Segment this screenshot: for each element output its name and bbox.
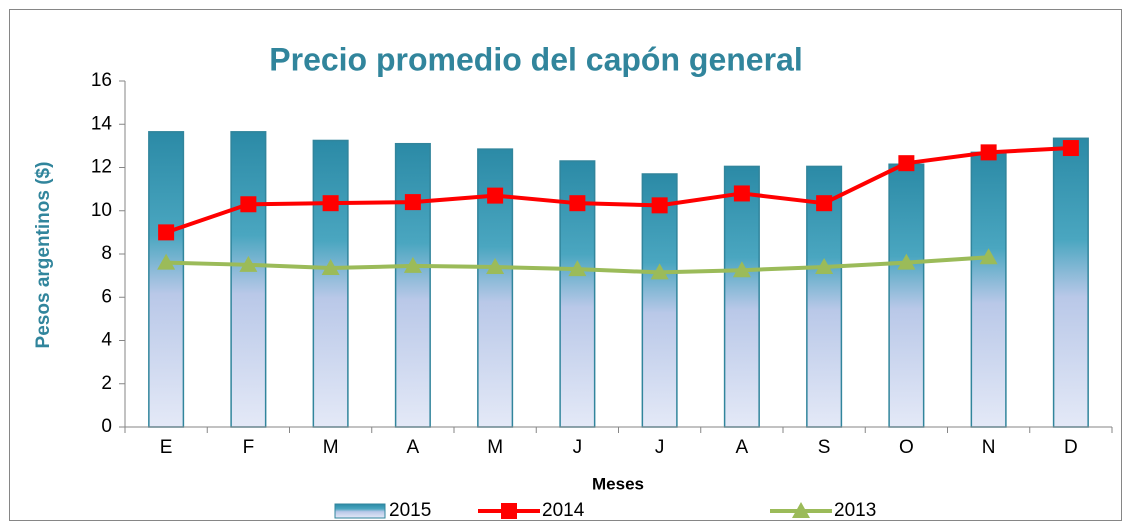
y-tick-label: 6 bbox=[101, 286, 112, 307]
y-tick-label: 14 bbox=[91, 113, 113, 134]
marker bbox=[980, 144, 997, 161]
marker bbox=[651, 197, 668, 214]
bar bbox=[970, 151, 1007, 428]
marker bbox=[321, 259, 340, 276]
x-tick-label: A bbox=[407, 437, 420, 458]
marker bbox=[1062, 140, 1079, 157]
marker bbox=[158, 224, 175, 241]
marker bbox=[979, 248, 998, 265]
y-tick-label: 8 bbox=[101, 243, 112, 264]
x-tick-label: D bbox=[1064, 437, 1078, 458]
legend-label: 2014 bbox=[542, 500, 585, 521]
marker bbox=[569, 195, 586, 212]
marker bbox=[486, 257, 505, 274]
legend-marker bbox=[501, 503, 517, 519]
bar bbox=[1052, 137, 1089, 428]
line bbox=[165, 146, 1071, 235]
marker bbox=[404, 194, 421, 211]
marker bbox=[403, 256, 422, 273]
marker bbox=[240, 196, 257, 213]
bar bbox=[148, 131, 185, 428]
y-tick-label: 12 bbox=[91, 157, 112, 178]
marker bbox=[733, 185, 750, 202]
y-axis-label: Pesos argentinos ($) bbox=[33, 162, 54, 349]
x-axis-label: Meses bbox=[592, 474, 644, 493]
marker bbox=[157, 253, 176, 270]
marker bbox=[568, 260, 587, 277]
x-tick-label: J bbox=[655, 437, 665, 458]
legend-label: 2013 bbox=[834, 500, 876, 521]
x-tick-label: S bbox=[818, 437, 831, 458]
marker bbox=[898, 155, 915, 172]
x-tick-label: E bbox=[160, 437, 173, 458]
y-tick-label: 16 bbox=[91, 70, 112, 91]
x-tick-label: J bbox=[573, 437, 583, 458]
chart-title: Precio promedio del capón general bbox=[269, 41, 802, 77]
legend-swatch bbox=[334, 503, 386, 519]
x-tick-label: N bbox=[982, 437, 996, 458]
legend-marker bbox=[792, 502, 810, 518]
y-tick-label: 2 bbox=[101, 373, 112, 394]
marker bbox=[322, 195, 339, 212]
bar bbox=[888, 163, 925, 428]
marker bbox=[487, 187, 504, 204]
marker bbox=[816, 195, 833, 212]
x-tick-label: O bbox=[899, 437, 914, 458]
marker bbox=[650, 263, 669, 280]
x-tick-label: F bbox=[243, 437, 255, 458]
legend-label: 2015 bbox=[389, 500, 431, 521]
x-tick-label: M bbox=[487, 437, 503, 458]
bar bbox=[230, 131, 267, 428]
marker bbox=[815, 257, 834, 274]
marker bbox=[239, 255, 258, 272]
bar bbox=[641, 173, 678, 428]
y-tick-label: 0 bbox=[101, 416, 112, 437]
marker bbox=[732, 261, 751, 278]
x-tick-label: A bbox=[736, 437, 749, 458]
bar bbox=[723, 165, 760, 428]
y-tick-label: 4 bbox=[101, 330, 112, 351]
bar bbox=[312, 139, 349, 428]
x-tick-label: M bbox=[323, 437, 339, 458]
y-tick-label: 10 bbox=[91, 200, 112, 221]
marker bbox=[897, 253, 916, 270]
bar bbox=[394, 142, 431, 428]
